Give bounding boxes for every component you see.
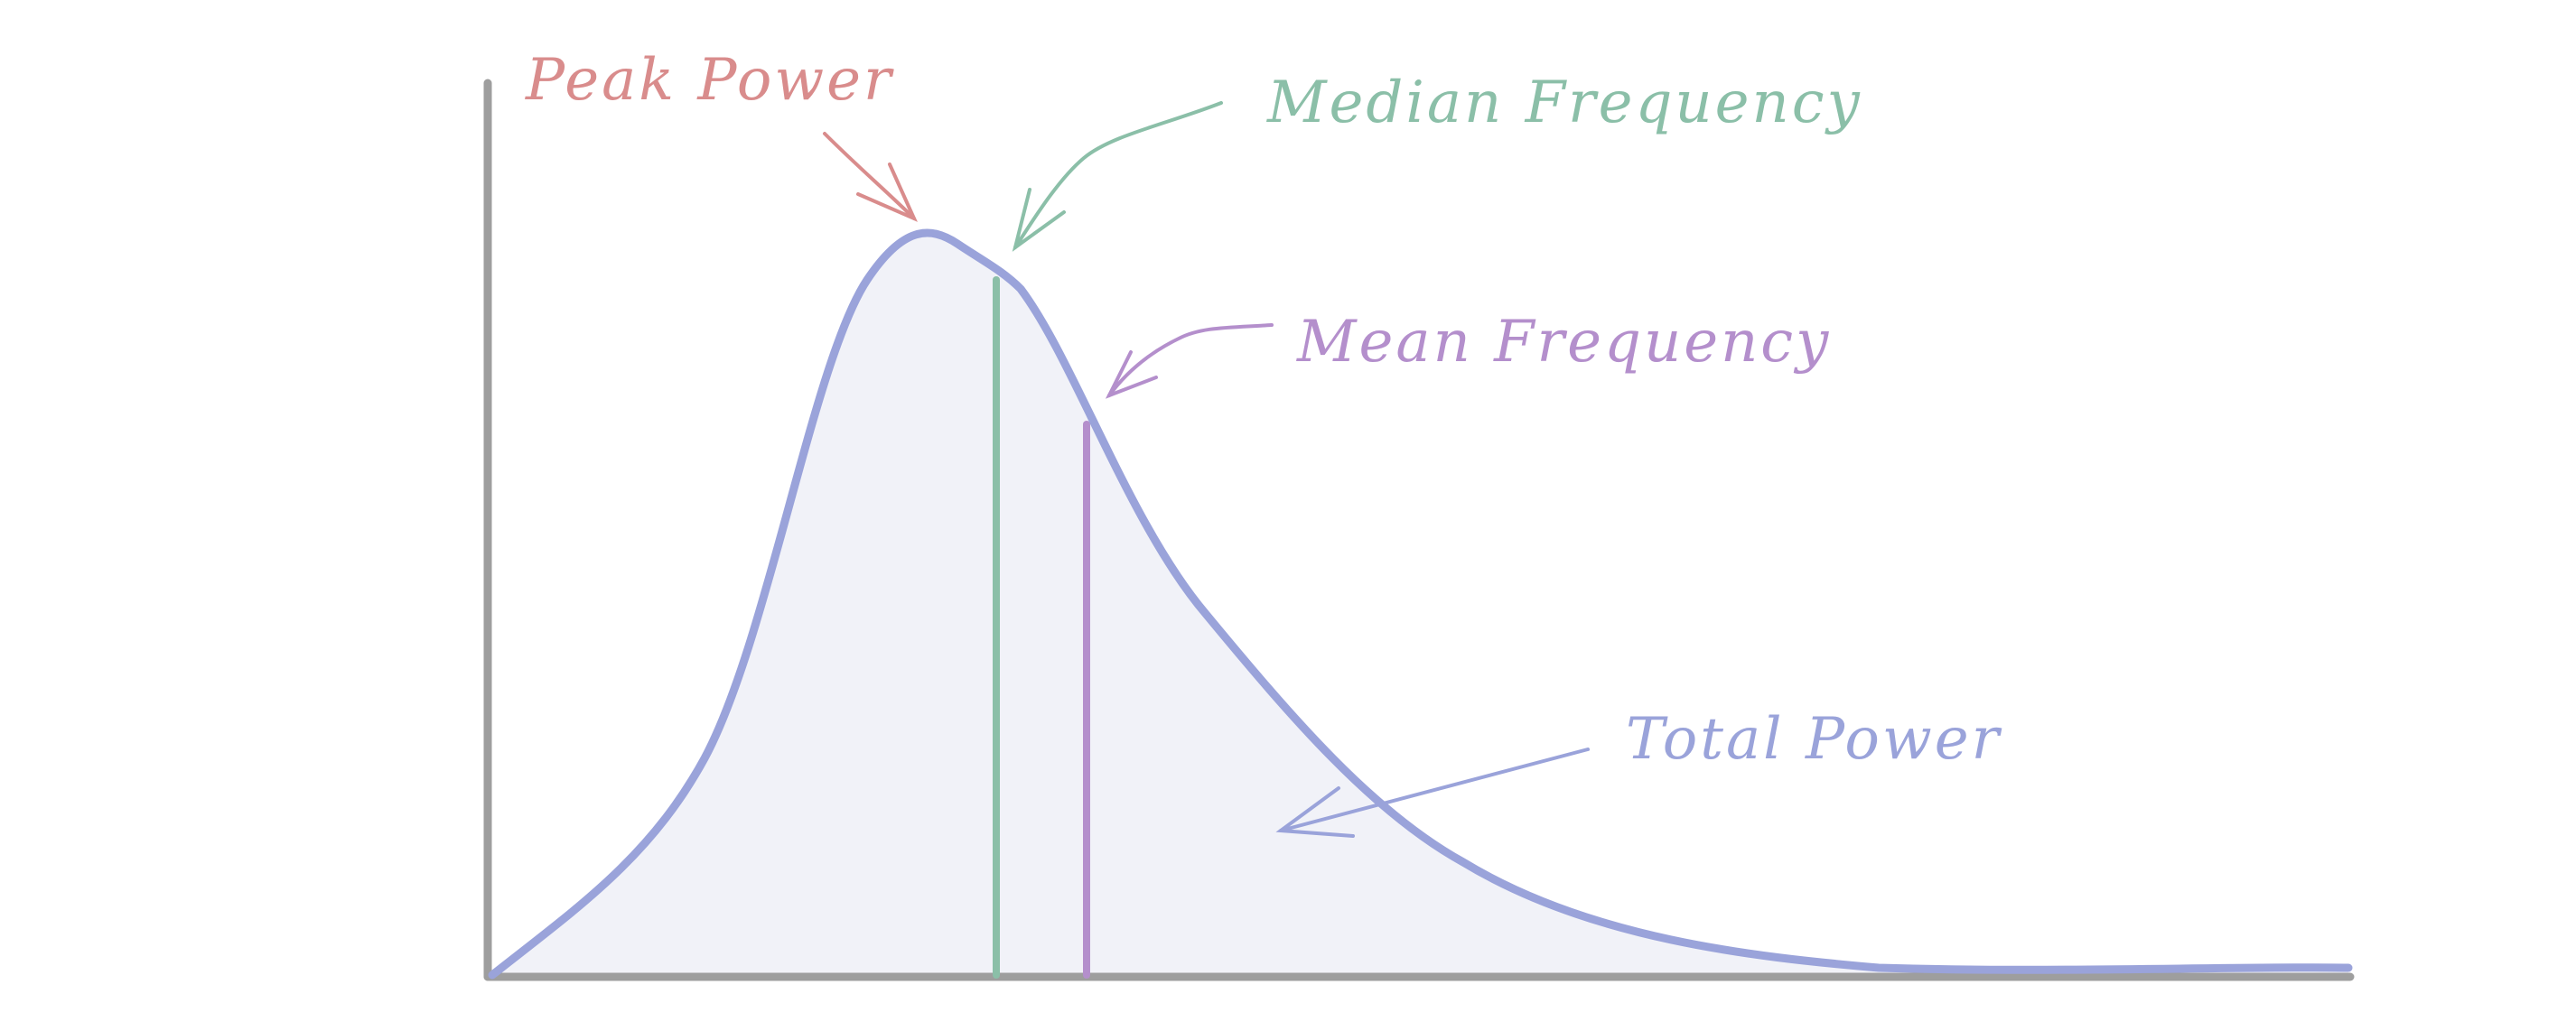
total-power-area [492,233,2348,978]
mean-frequency-arrow [1105,323,1274,399]
mean-frequency-label: Mean Frequency [1296,309,1831,376]
peak-power-label: Peak Power [525,47,894,114]
median-frequency-arrow [1012,101,1223,252]
median-frequency-label: Median Frequency [1266,70,1862,136]
total-power-arrow [1275,748,1590,838]
total-power-label: Total Power [1626,706,2002,773]
peak-power-arrow [823,132,918,222]
power-spectrum-curve [488,228,2353,980]
